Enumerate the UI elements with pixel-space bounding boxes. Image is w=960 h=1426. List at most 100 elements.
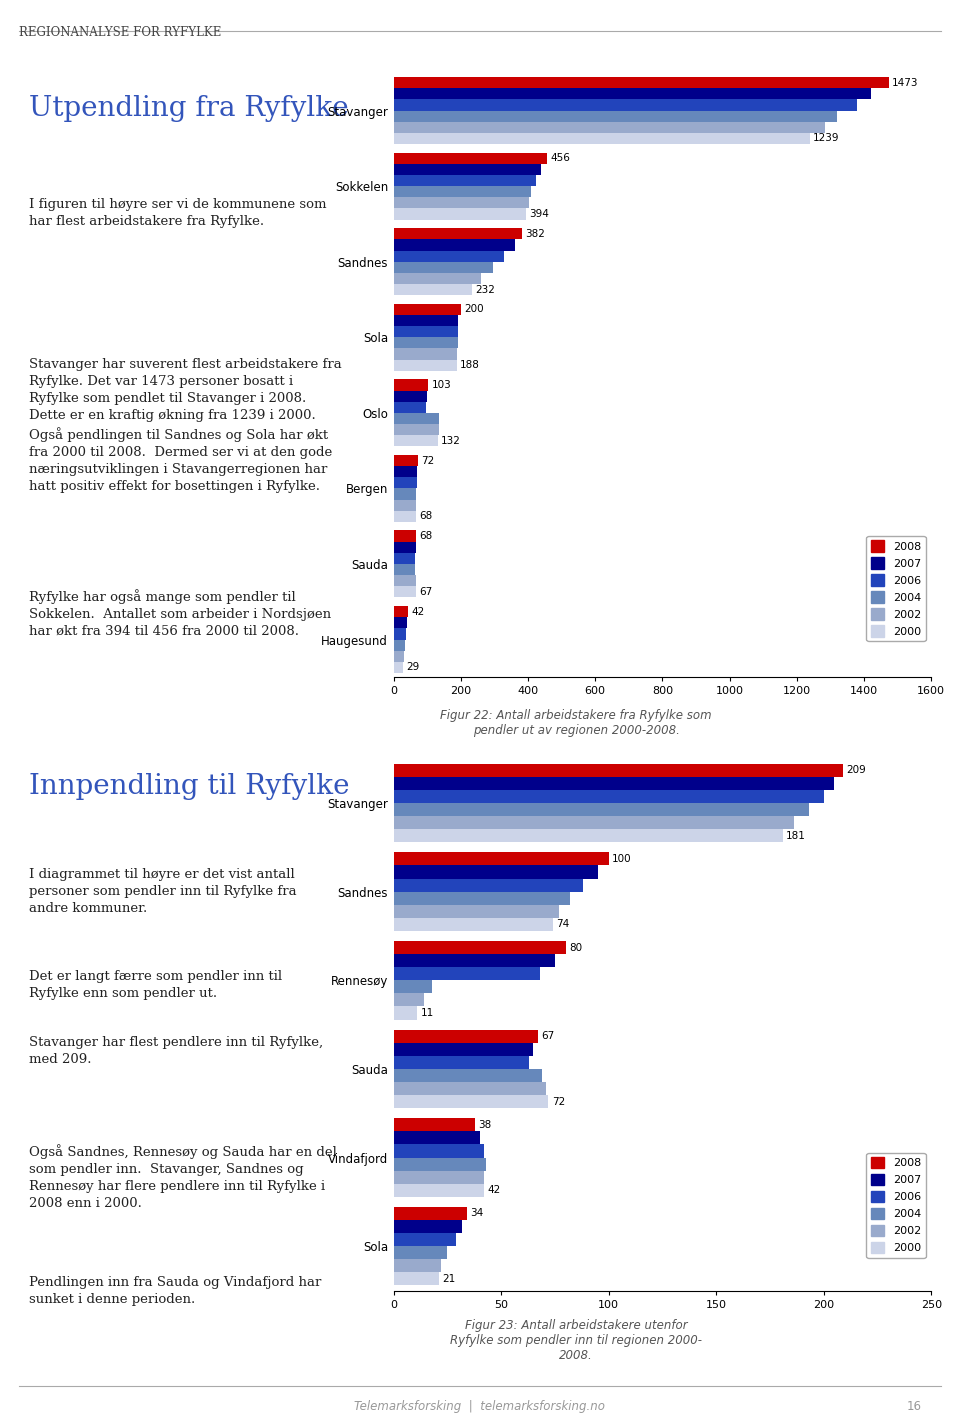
Bar	[394, 1272, 439, 1285]
Text: Telemarksforsking  |  telemarksforsking.no: Telemarksforsking | telemarksforsking.no	[354, 1399, 606, 1413]
Bar	[394, 1206, 467, 1221]
Text: 232: 232	[475, 285, 494, 295]
Bar	[394, 918, 553, 931]
Bar	[394, 866, 598, 878]
Bar	[394, 1082, 546, 1095]
Text: 68: 68	[420, 530, 433, 540]
Text: 38: 38	[478, 1119, 492, 1129]
Text: 100: 100	[612, 854, 632, 864]
Bar	[394, 650, 404, 662]
Bar	[394, 1055, 529, 1070]
Bar	[394, 121, 826, 133]
Bar	[394, 304, 461, 315]
Bar	[394, 262, 492, 272]
Bar	[394, 1233, 456, 1246]
Legend: 2008, 2007, 2006, 2004, 2002, 2000: 2008, 2007, 2006, 2004, 2002, 2000	[866, 1152, 925, 1258]
Text: Figur 22: Antall arbeidstakere fra Ryfylke som
pendler ut av regionen 2000-2008.: Figur 22: Antall arbeidstakere fra Ryfyl…	[441, 709, 711, 737]
Bar	[394, 208, 526, 220]
Bar	[394, 133, 810, 144]
Text: Stavanger har suverent flest arbeidstakere fra
Ryfylke. Det var 1473 personer bo: Stavanger har suverent flest arbeidstake…	[29, 358, 342, 492]
Bar	[394, 967, 540, 980]
Bar	[394, 1171, 484, 1184]
Bar	[394, 830, 782, 843]
Bar	[394, 542, 416, 553]
Bar	[394, 904, 559, 918]
Bar	[394, 489, 417, 499]
Bar	[394, 175, 537, 187]
Bar	[394, 1246, 447, 1259]
Bar	[394, 530, 417, 542]
Bar	[394, 414, 440, 424]
Bar	[394, 777, 834, 790]
Text: 188: 188	[460, 361, 480, 371]
Text: 42: 42	[487, 1185, 500, 1195]
Bar	[394, 424, 439, 435]
Bar	[394, 1184, 484, 1196]
Text: Det er langt færre som pendler inn til
Ryfylke enn som pendler ut.: Det er langt færre som pendler inn til R…	[29, 970, 282, 1000]
Text: 16: 16	[906, 1399, 922, 1413]
Text: 209: 209	[847, 766, 866, 776]
Bar	[394, 586, 416, 597]
Text: Innpendling til Ryfylke: Innpendling til Ryfylke	[29, 773, 349, 800]
Bar	[394, 511, 417, 522]
Text: 34: 34	[470, 1208, 483, 1218]
Bar	[394, 284, 471, 295]
Bar	[394, 111, 837, 121]
Bar	[394, 187, 531, 197]
Bar	[394, 1007, 418, 1020]
Text: Også Sandnes, Rennesøy og Sauda har en del
som pendler inn.  Stavanger, Sandnes : Også Sandnes, Rennesøy og Sauda har en d…	[29, 1144, 337, 1209]
Text: 74: 74	[556, 920, 569, 930]
Text: Figur 23: Antall arbeidstakere utenfor
Ryfylke som pendler inn til regionen 2000: Figur 23: Antall arbeidstakere utenfor R…	[450, 1319, 702, 1362]
Text: Utpendling fra Ryfylke: Utpendling fra Ryfylke	[29, 94, 348, 121]
Legend: 2008, 2007, 2006, 2004, 2002, 2000: 2008, 2007, 2006, 2004, 2002, 2000	[866, 536, 925, 642]
Bar	[394, 379, 428, 391]
Bar	[394, 348, 457, 359]
Bar	[394, 941, 565, 954]
Bar	[394, 662, 403, 673]
Bar	[394, 153, 547, 164]
Text: 1473: 1473	[892, 77, 919, 87]
Bar	[394, 197, 529, 208]
Bar	[394, 359, 457, 371]
Text: 394: 394	[529, 210, 549, 220]
Text: Ryfylke har også mange som pendler til
Sokkelen.  Antallet som arbeider i Nordsj: Ryfylke har også mange som pendler til S…	[29, 589, 331, 637]
Bar	[394, 315, 459, 327]
Bar	[394, 553, 416, 565]
Bar	[394, 617, 407, 629]
Text: 11: 11	[420, 1008, 434, 1018]
Bar	[394, 891, 570, 904]
Bar	[394, 1118, 475, 1131]
Bar	[394, 1070, 542, 1082]
Bar	[394, 790, 824, 803]
Bar	[394, 402, 426, 414]
Bar	[394, 640, 405, 650]
Text: 29: 29	[407, 663, 420, 673]
Text: 67: 67	[420, 588, 433, 597]
Bar	[394, 251, 505, 262]
Bar	[394, 994, 423, 1007]
Bar	[394, 1158, 486, 1171]
Bar	[394, 816, 794, 830]
Text: 132: 132	[442, 436, 461, 446]
Bar	[394, 878, 583, 891]
Text: 21: 21	[442, 1273, 455, 1283]
Text: 72: 72	[421, 455, 434, 465]
Bar	[394, 391, 427, 402]
Text: 103: 103	[431, 379, 451, 389]
Bar	[394, 853, 609, 866]
Bar	[394, 88, 871, 100]
Text: 72: 72	[552, 1097, 564, 1107]
Bar	[394, 980, 432, 994]
Text: 456: 456	[550, 153, 570, 163]
Bar	[394, 228, 522, 240]
Text: 382: 382	[525, 228, 545, 238]
Bar	[394, 1095, 548, 1108]
Text: 67: 67	[540, 1031, 554, 1041]
Bar	[394, 954, 555, 967]
Bar	[394, 1042, 534, 1055]
Text: 80: 80	[569, 943, 582, 953]
Bar	[394, 478, 417, 489]
Bar	[394, 575, 416, 586]
Bar	[394, 803, 808, 816]
Text: REGIONANALYSE FOR RYFYLKE: REGIONANALYSE FOR RYFYLKE	[19, 26, 222, 39]
